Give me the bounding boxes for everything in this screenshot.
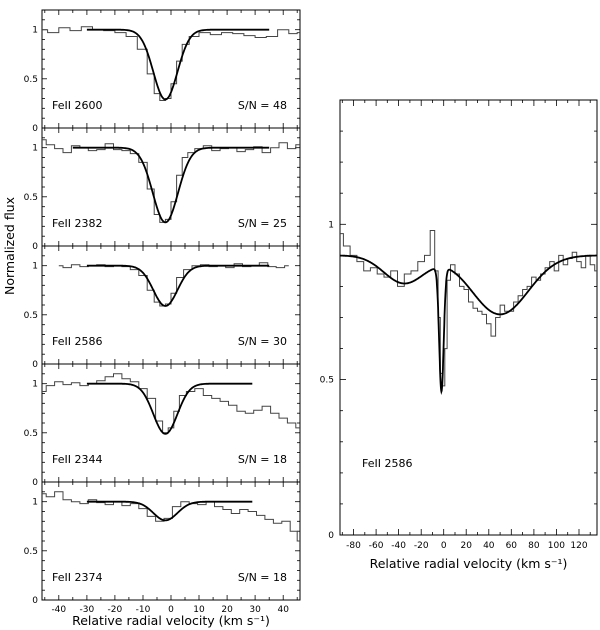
y-tick-label: 1 [32,26,38,36]
y-tick-label: 0.5 [320,376,334,386]
y-tick-label: 0 [32,478,38,488]
panel-feii-2600: 0 0.5 1 FeII 2600 S/N = 48 [24,9,301,134]
snr-label: S/N = 30 [238,335,287,348]
x-tick-label: 20 [221,605,233,615]
model-fit-line [86,382,253,435]
snr-label: S/N = 18 [238,453,287,466]
transition-label: FeII 2382 [52,217,102,230]
y-tick-label: 0 [32,596,38,606]
x-tick-label: -80 [346,541,361,551]
observed-spectrum [42,373,300,434]
model-fit-line [339,254,597,395]
x-tick-label: 40 [483,541,495,551]
observed-spectrum [58,262,289,307]
observed-spectrum [42,491,300,542]
snr-label: S/N = 25 [238,217,287,230]
x-tick-label: 60 [506,541,518,551]
x-tick-label: -30 [80,605,95,615]
y-tick-label: 0.5 [24,311,38,321]
y-axis-title: Normalized flux [2,197,17,295]
y-tick-label: 1 [32,498,38,508]
x-tick-label: -10 [136,605,151,615]
y-tick-label: 0.5 [24,193,38,203]
x-tick-label: -20 [414,541,429,551]
x-tick-label: -40 [51,605,66,615]
panel-feii-2586-wide: 0 0.5 1 -80 -60 -40 -20 0 20 40 60 80 100 120 FeII 258… [320,99,598,551]
y-tick-label: 0 [32,242,38,252]
x-tick-label: 20 [460,541,472,551]
snr-label: S/N = 48 [238,99,287,112]
x-tick-label: 80 [528,541,540,551]
y-tick-label: 0.5 [24,429,38,439]
x-tick-label: 10 [193,605,205,615]
model-fit-line [86,28,270,101]
y-tick-label: 0 [32,360,38,370]
y-tick-label: 1 [32,262,38,272]
x-tick-label: 40 [277,605,289,615]
x-tick-label: -40 [391,541,406,551]
x-tick-label: -60 [369,541,384,551]
y-tick-label: 0 [32,124,38,134]
panel-feii-2586: 0 0.5 1 FeII 2586 S/N = 30 [24,245,301,370]
x-tick-label: 30 [249,605,261,615]
x-tick-label: 0 [441,541,447,551]
transition-label: FeII 2344 [52,453,102,466]
panel-feii-2374: 0 0.5 1 FeII 2374 S/N = 18 [24,481,301,606]
observed-spectrum [340,230,597,387]
model-fit-line [86,500,253,522]
transition-label: FeII 2586 [362,457,412,470]
x-tick-label: 120 [570,541,587,551]
snr-label: S/N = 18 [238,571,287,584]
observed-spectrum [42,26,300,101]
model-fit-line [86,264,270,307]
y-tick-label: 1 [32,144,38,154]
transition-label: FeII 2586 [52,335,102,348]
model-fit-line [72,146,270,224]
y-tick-label: 1 [328,220,334,230]
panel-feii-2344: 0 0.5 1 FeII 2344 S/N = 18 [24,363,301,488]
observed-spectrum [42,139,300,223]
right-x-axis-title: Relative radial velocity (km s⁻¹) [370,556,568,571]
y-tick-label: 0.5 [24,547,38,557]
x-tick-label: 0 [168,605,174,615]
left-x-axis-title: Relative radial velocity (km s⁻¹) [72,613,270,628]
y-tick-label: 0 [328,531,334,541]
y-tick-label: 0.5 [24,75,38,85]
panel-feii-2382: 0 0.5 1 FeII 2382 S/N = 25 [24,127,301,252]
y-tick-label: 1 [32,380,38,390]
transition-label: FeII 2600 [52,99,102,112]
x-tick-label: -20 [108,605,123,615]
transition-label: FeII 2374 [52,571,102,584]
x-tick-label: 100 [548,541,565,551]
